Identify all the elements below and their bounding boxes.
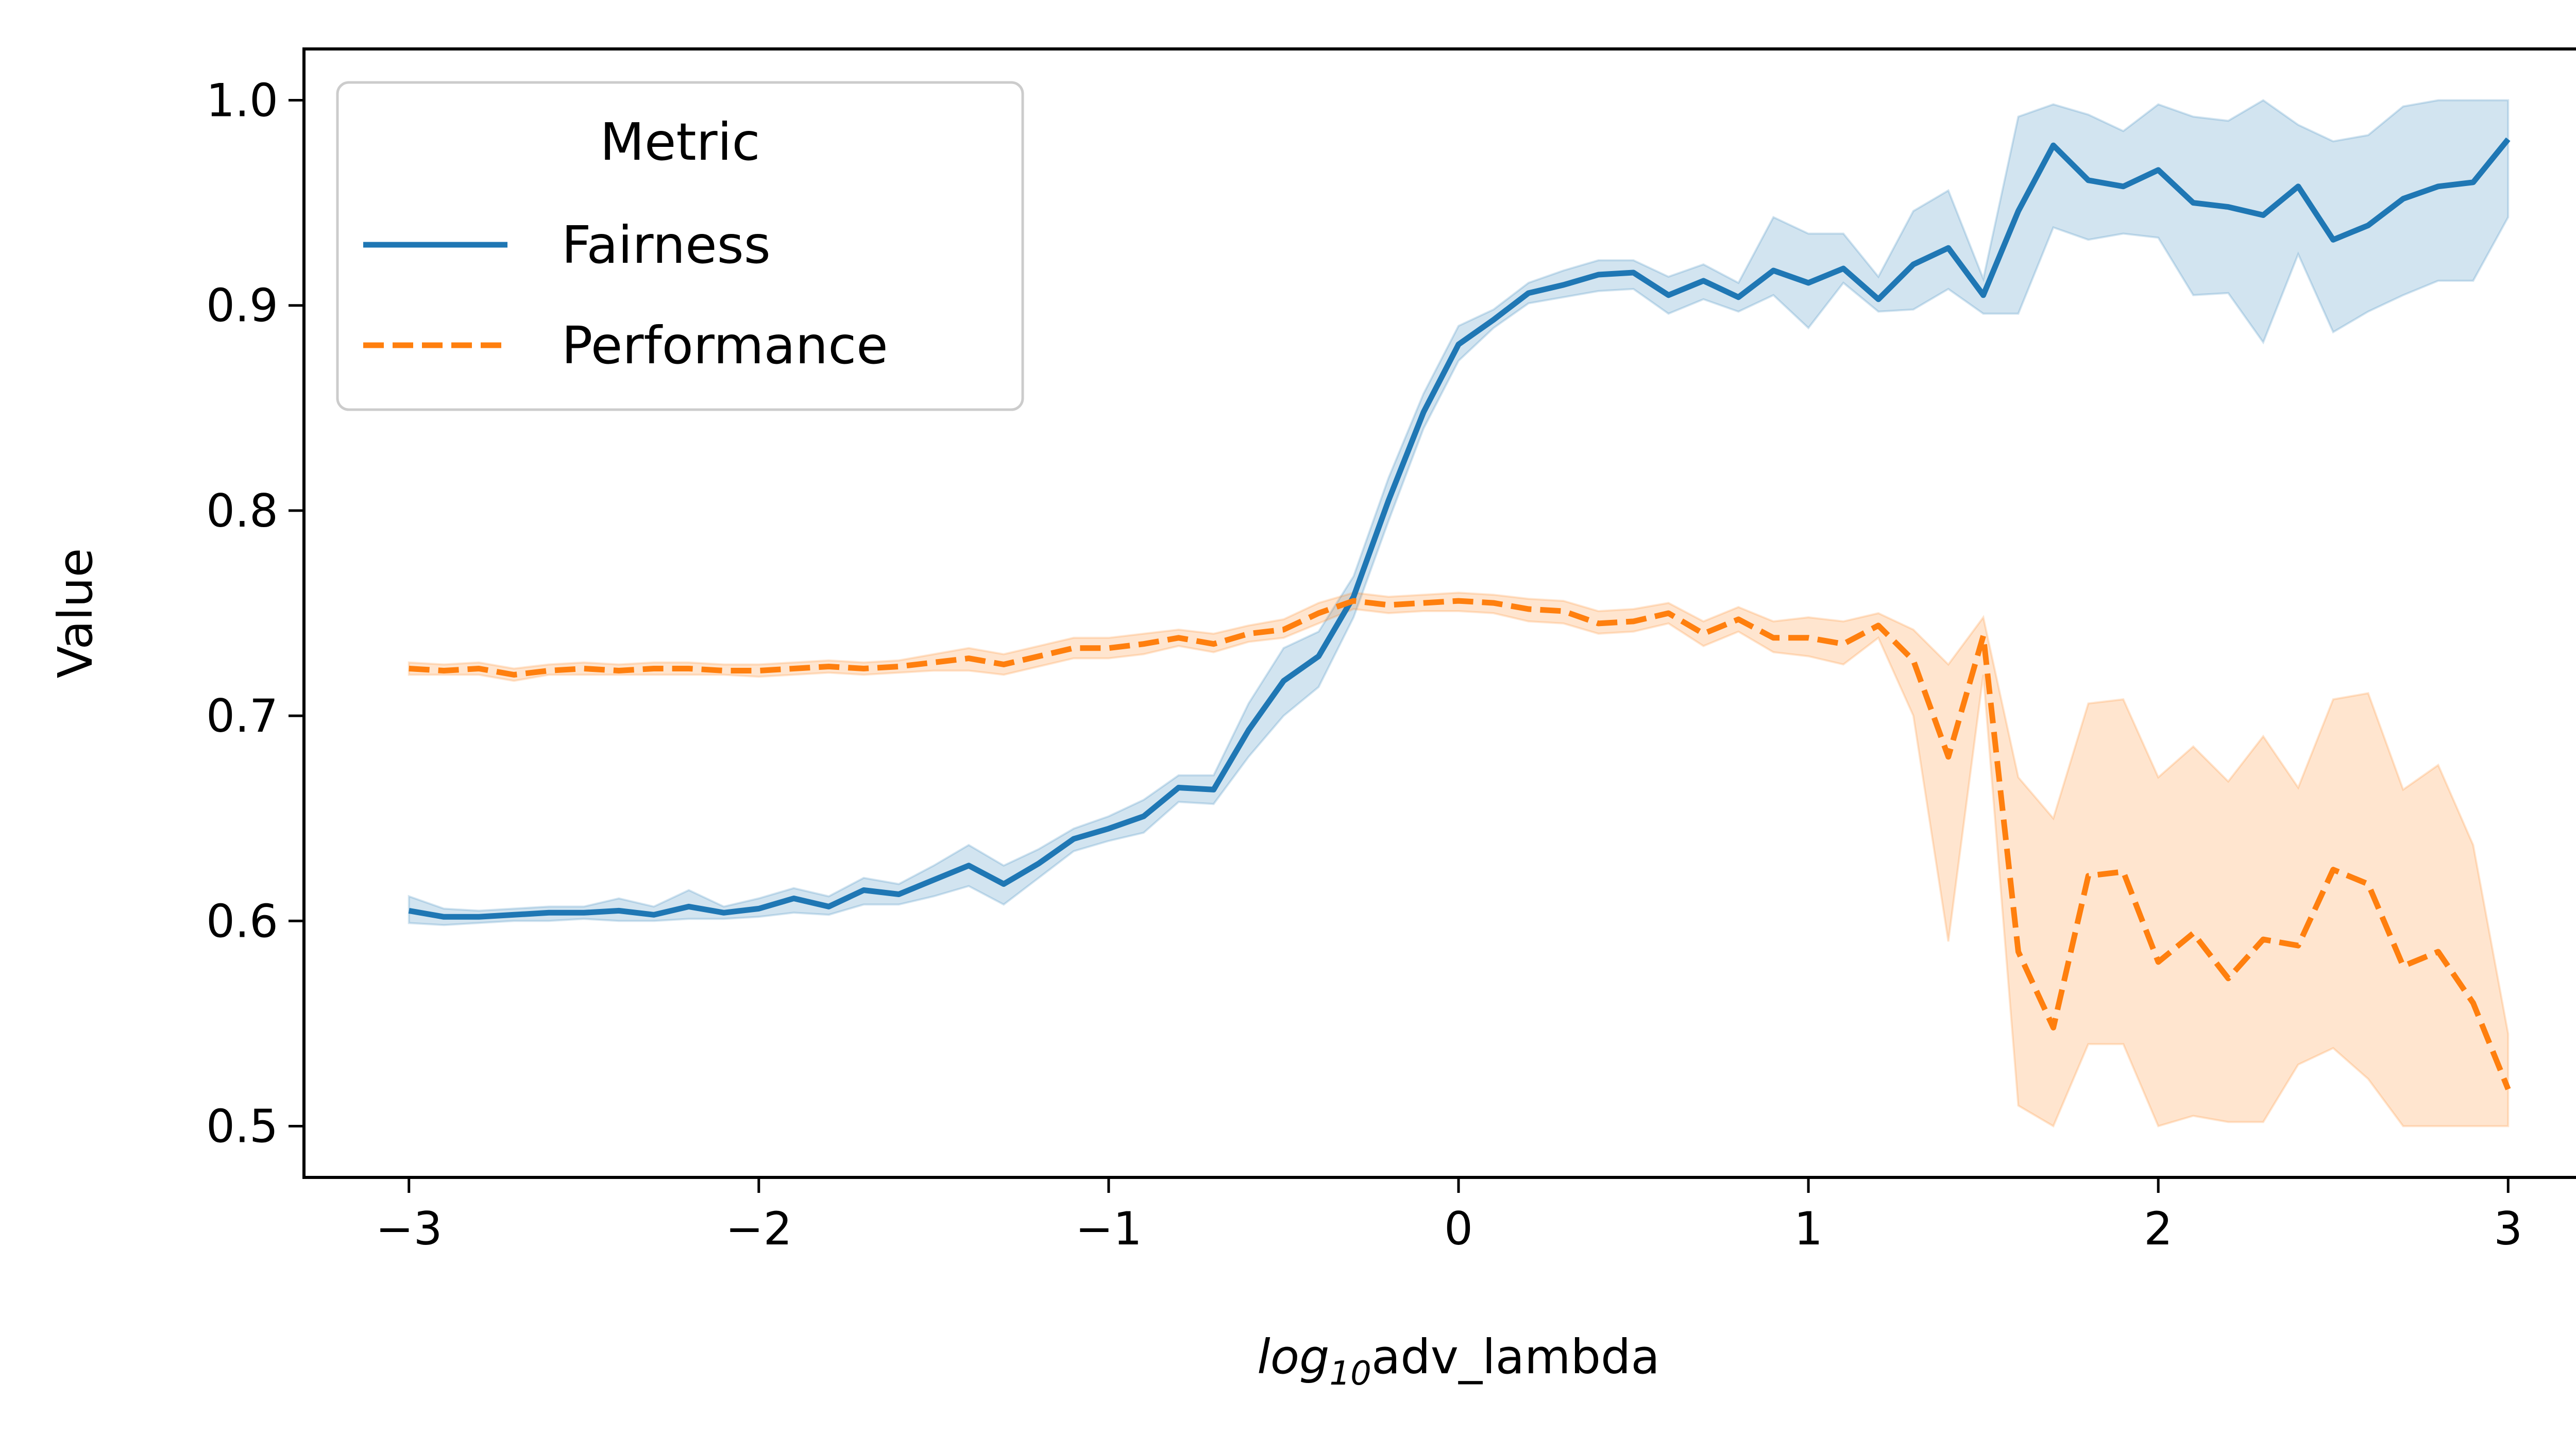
x-axis-title-subscript: 10: [1329, 1355, 1371, 1393]
y-axis: 0.5 0.6 0.7 0.8 0.9 1.0: [206, 74, 304, 1153]
performance-confidence-band: [408, 592, 2510, 1128]
fairness-line: [408, 137, 2511, 920]
y-tick-label: 0.7: [206, 689, 278, 743]
x-axis-title-log: log: [1257, 1329, 1329, 1385]
y-tick-label: 0.8: [206, 484, 278, 537]
x-tick-label: 2: [2144, 1202, 2173, 1255]
x-tick-label: 3: [2494, 1202, 2522, 1255]
x-axis: −3 −2 −1 0 1 2 3: [376, 1177, 2522, 1255]
x-tick-label: 0: [1444, 1202, 1473, 1255]
y-tick-label: 0.9: [206, 279, 278, 332]
x-axis-title-name: adv_lambda: [1371, 1329, 1660, 1385]
legend-box: [336, 81, 1024, 411]
series-lines: [408, 137, 2511, 1090]
legend: Metric Fairness Performance: [336, 81, 1024, 411]
y-tick-label: 1.0: [206, 74, 278, 127]
x-tick-label: −3: [376, 1202, 443, 1255]
y-axis-title: Value: [48, 548, 103, 679]
y-tick-label: 0.6: [206, 895, 278, 948]
x-axis-title: log10adv_lambda: [1257, 1329, 1660, 1393]
x-tick-label: 1: [1794, 1202, 1823, 1255]
legend-label-performance: Performance: [562, 315, 888, 376]
legend-title: Metric: [600, 112, 760, 172]
x-tick-label: −2: [725, 1202, 792, 1255]
y-tick-label: 0.5: [206, 1100, 278, 1153]
performance-line: [409, 598, 2511, 1090]
legend-label-fairness: Fairness: [562, 215, 771, 275]
fairness-confidence-band: [408, 99, 2510, 926]
x-tick-label: −1: [1075, 1202, 1142, 1255]
confidence-bands: [408, 99, 2510, 1128]
